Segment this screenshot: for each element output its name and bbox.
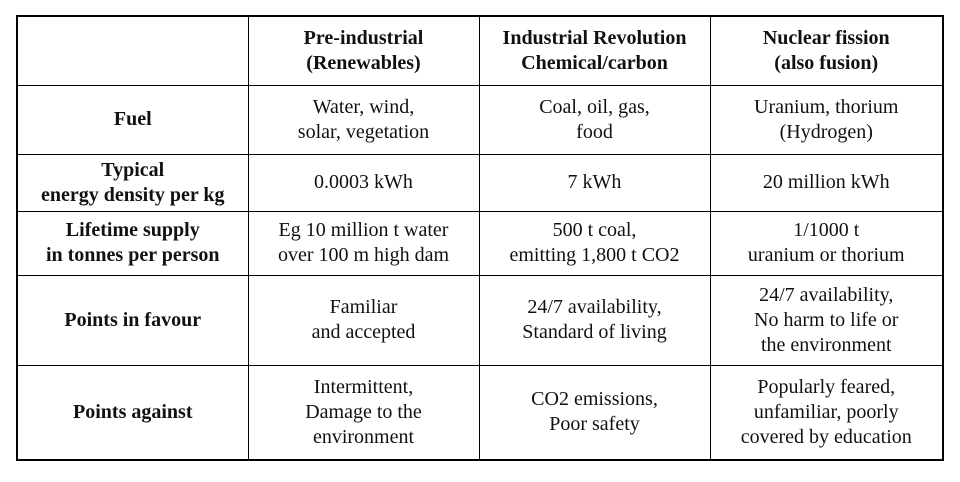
- table-cell: CO2 emissions, Poor safety: [478, 364, 711, 461]
- row-label-points-against: Points against: [16, 364, 249, 461]
- row-label-energy-density: Typical energy density per kg: [16, 153, 249, 212]
- table-cell: Coal, oil, gas, food: [478, 84, 711, 155]
- table-cell: 0.0003 kWh: [247, 153, 480, 212]
- header-corner-cell: [16, 15, 249, 86]
- header-industrial-revolution: Industrial Revolution Chemical/carbon: [478, 15, 711, 86]
- table-cell: 1/1000 t uranium or thorium: [709, 210, 944, 276]
- table-cell: Popularly feared, unfamiliar, poorly cov…: [709, 364, 944, 461]
- table-row-points-in-favour: Points in favour Familiar and accepted 2…: [16, 274, 944, 366]
- table-row-points-against: Points against Intermittent, Damage to t…: [16, 364, 944, 461]
- energy-comparison-table: Pre-industrial (Renewables) Industrial R…: [16, 15, 944, 461]
- header-pre-industrial: Pre-industrial (Renewables): [247, 15, 480, 86]
- table-cell: 24/7 availability, Standard of living: [478, 274, 711, 366]
- table-cell: 500 t coal, emitting 1,800 t CO2: [478, 210, 711, 276]
- table-cell: Intermittent, Damage to the environment: [247, 364, 480, 461]
- table-cell: 7 kWh: [478, 153, 711, 212]
- table-row-fuel: Fuel Water, wind, solar, vegetation Coal…: [16, 84, 944, 155]
- table-cell: Familiar and accepted: [247, 274, 480, 366]
- row-label-fuel: Fuel: [16, 84, 249, 155]
- table-row-energy-density: Typical energy density per kg 0.0003 kWh…: [16, 153, 944, 212]
- table-row-lifetime-supply: Lifetime supply in tonnes per person Eg …: [16, 210, 944, 276]
- header-nuclear: Nuclear fission (also fusion): [709, 15, 944, 86]
- table-cell: 20 million kWh: [709, 153, 944, 212]
- energy-comparison-table-container: Pre-industrial (Renewables) Industrial R…: [16, 15, 944, 461]
- table-cell: Eg 10 million t water over 100 m high da…: [247, 210, 480, 276]
- header-row: Pre-industrial (Renewables) Industrial R…: [16, 15, 944, 86]
- table-cell: 24/7 availability, No harm to life or th…: [709, 274, 944, 366]
- row-label-lifetime-supply: Lifetime supply in tonnes per person: [16, 210, 249, 276]
- table-cell: Water, wind, solar, vegetation: [247, 84, 480, 155]
- table-cell: Uranium, thorium (Hydrogen): [709, 84, 944, 155]
- row-label-points-in-favour: Points in favour: [16, 274, 249, 366]
